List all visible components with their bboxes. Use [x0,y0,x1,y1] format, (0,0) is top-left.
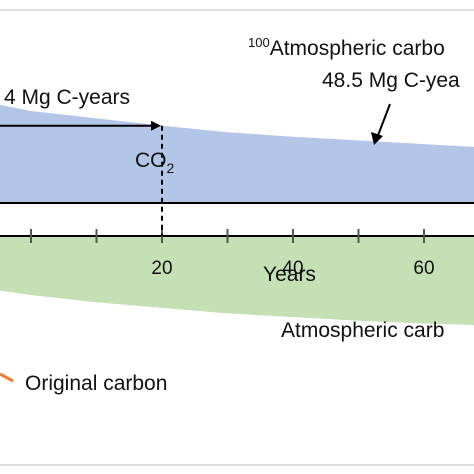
co2-label: CO2 [135,149,175,176]
x-tick-label-60: 60 [413,258,434,279]
x-tick-label-20: 20 [151,258,172,279]
x-tick-label-40: 40 [282,258,303,279]
co2-band [0,104,474,203]
legend-label: Original carbon [25,372,167,395]
x-axis-ticks [30,229,425,243]
top-annotation-arrow-head [371,132,383,145]
co2-label-subscript: 2 [167,160,175,176]
legend-marker [0,372,14,383]
co2-label-main: CO [135,149,167,172]
left-value-label: 4 Mg C-years [4,86,130,109]
x-axis-label: Years [263,263,316,286]
top-annotation: 100Atmospheric carbo [248,35,445,60]
top-annotation-arrow-line [376,103,391,139]
green-band-label: Atmospheric carb [281,319,444,342]
x-axis-tick-labels: 20 40 60 [151,258,434,279]
top-annotation-text: Atmospheric carbo [270,37,445,60]
top-annotation-superscript: 100 [248,35,270,50]
top-value-label: 48.5 Mg C-yea [322,69,460,92]
atmospheric-carbon-band [0,235,474,325]
left-value-arrow-head [151,120,161,131]
